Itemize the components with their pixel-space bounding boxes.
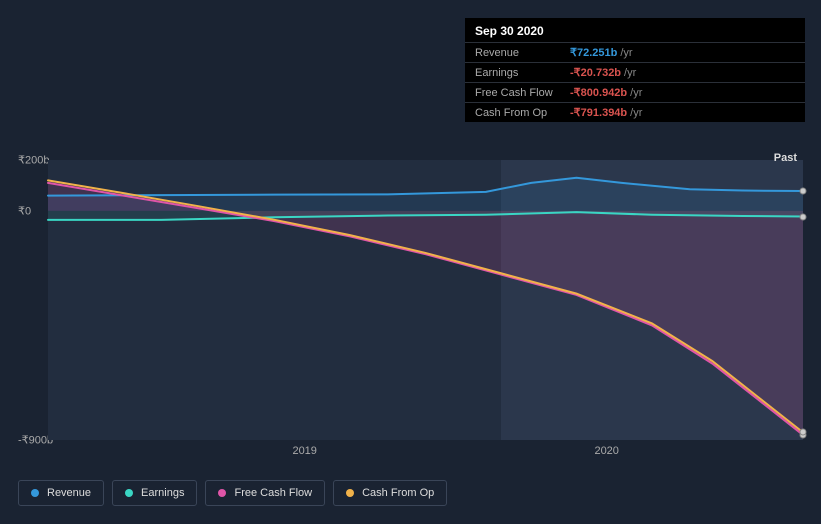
tooltip-row: Earnings-₹20.732b/yr	[465, 62, 805, 82]
legend-item-free-cash-flow[interactable]: Free Cash Flow	[205, 480, 325, 506]
tooltip-value: -₹800.942b	[570, 86, 627, 99]
financials-chart: ₹200b₹0-₹900b Past 20192020	[18, 120, 803, 440]
legend-item-earnings[interactable]: Earnings	[112, 480, 197, 506]
chart-tooltip: Sep 30 2020 Revenue₹72.251b/yrEarnings-₹…	[465, 18, 805, 122]
tooltip-unit: /yr	[620, 47, 632, 59]
legend-dot-icon	[125, 489, 133, 497]
y-axis-label: ₹200b	[18, 154, 49, 167]
legend-label: Cash From Op	[362, 487, 434, 499]
legend-label: Revenue	[47, 487, 91, 499]
y-axis-label: ₹0	[18, 204, 31, 217]
legend-item-cash-from-op[interactable]: Cash From Op	[333, 480, 447, 506]
x-axis-label: 2020	[594, 445, 618, 457]
tooltip-row: Cash From Op-₹791.394b/yr	[465, 102, 805, 122]
tooltip-unit: /yr	[624, 67, 636, 79]
tooltip-label: Earnings	[475, 67, 570, 79]
tooltip-unit: /yr	[630, 87, 642, 99]
legend-dot-icon	[31, 489, 39, 497]
end-marker	[800, 188, 807, 195]
tooltip-row: Revenue₹72.251b/yr	[465, 42, 805, 62]
legend-label: Earnings	[141, 487, 184, 499]
tooltip-label: Revenue	[475, 47, 570, 59]
end-marker	[800, 213, 807, 220]
tooltip-date: Sep 30 2020	[465, 18, 805, 42]
tooltip-value: -₹20.732b	[570, 66, 621, 79]
tooltip-value: ₹72.251b	[570, 46, 617, 59]
tooltip-label: Free Cash Flow	[475, 87, 570, 99]
chart-svg	[48, 160, 803, 440]
chart-plot-area[interactable]: Past	[48, 160, 803, 440]
legend-label: Free Cash Flow	[234, 487, 312, 499]
legend-dot-icon	[218, 489, 226, 497]
tooltip-row: Free Cash Flow-₹800.942b/yr	[465, 82, 805, 102]
legend-dot-icon	[346, 489, 354, 497]
tooltip-value: -₹791.394b	[570, 106, 627, 119]
tooltip-unit: /yr	[630, 107, 642, 119]
end-marker	[800, 429, 807, 436]
legend-item-revenue[interactable]: Revenue	[18, 480, 104, 506]
tooltip-label: Cash From Op	[475, 107, 570, 119]
x-axis-label: 2019	[292, 445, 316, 457]
chart-legend: Revenue Earnings Free Cash Flow Cash From O…	[18, 480, 447, 506]
